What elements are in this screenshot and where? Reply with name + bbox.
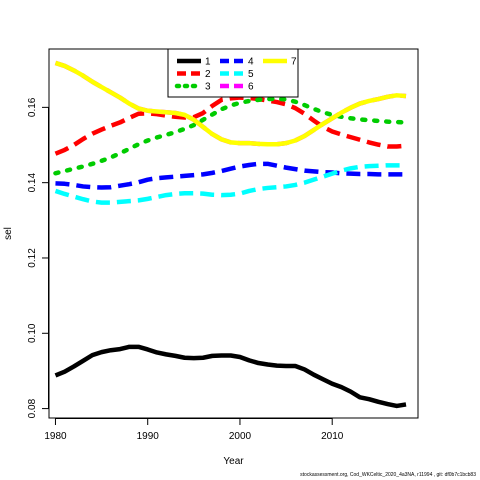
series-layer xyxy=(53,60,409,409)
y-tick-label: 0.08 xyxy=(27,398,38,418)
legend-label-7: 7 xyxy=(291,57,297,68)
legend-label-5: 5 xyxy=(248,69,254,80)
x-tick-label: 2000 xyxy=(229,431,252,442)
legend-box xyxy=(167,48,299,98)
y-tick-label: 0.14 xyxy=(27,173,38,193)
legend-label-4: 4 xyxy=(248,57,254,68)
y-tick-label: 0.10 xyxy=(27,323,38,343)
x-axis-title: Year xyxy=(223,456,244,467)
x-tick-label: 2010 xyxy=(321,431,344,442)
y-tick-label: 0.16 xyxy=(27,97,38,117)
y-axis-title: sel xyxy=(3,227,14,240)
legend-label-6: 6 xyxy=(248,82,254,93)
legend: 12 3 45 6 7 xyxy=(167,48,299,98)
series-line-2 xyxy=(54,95,407,156)
series-line-7 xyxy=(54,60,407,147)
series-line-1 xyxy=(54,344,407,409)
legend-label-3: 3 xyxy=(205,82,211,93)
footer-source-text: stockassessment.org, Cod_WKCeltic_2020_4… xyxy=(300,472,476,478)
series-line-4 xyxy=(55,161,407,190)
x-tick-label: 1990 xyxy=(137,431,160,442)
series-line-5 xyxy=(54,163,407,205)
y-axis: 0.08 0.10 0.12 0.14 0.16 xyxy=(27,97,49,418)
y-tick-label: 0.12 xyxy=(27,248,38,268)
x-axis: 1980 1990 2000 2010 xyxy=(44,418,344,442)
series-line-3 xyxy=(53,96,409,176)
legend-label-1: 1 xyxy=(205,57,211,68)
legend-label-2: 2 xyxy=(205,69,211,80)
x-tick-label: 1980 xyxy=(44,431,67,442)
